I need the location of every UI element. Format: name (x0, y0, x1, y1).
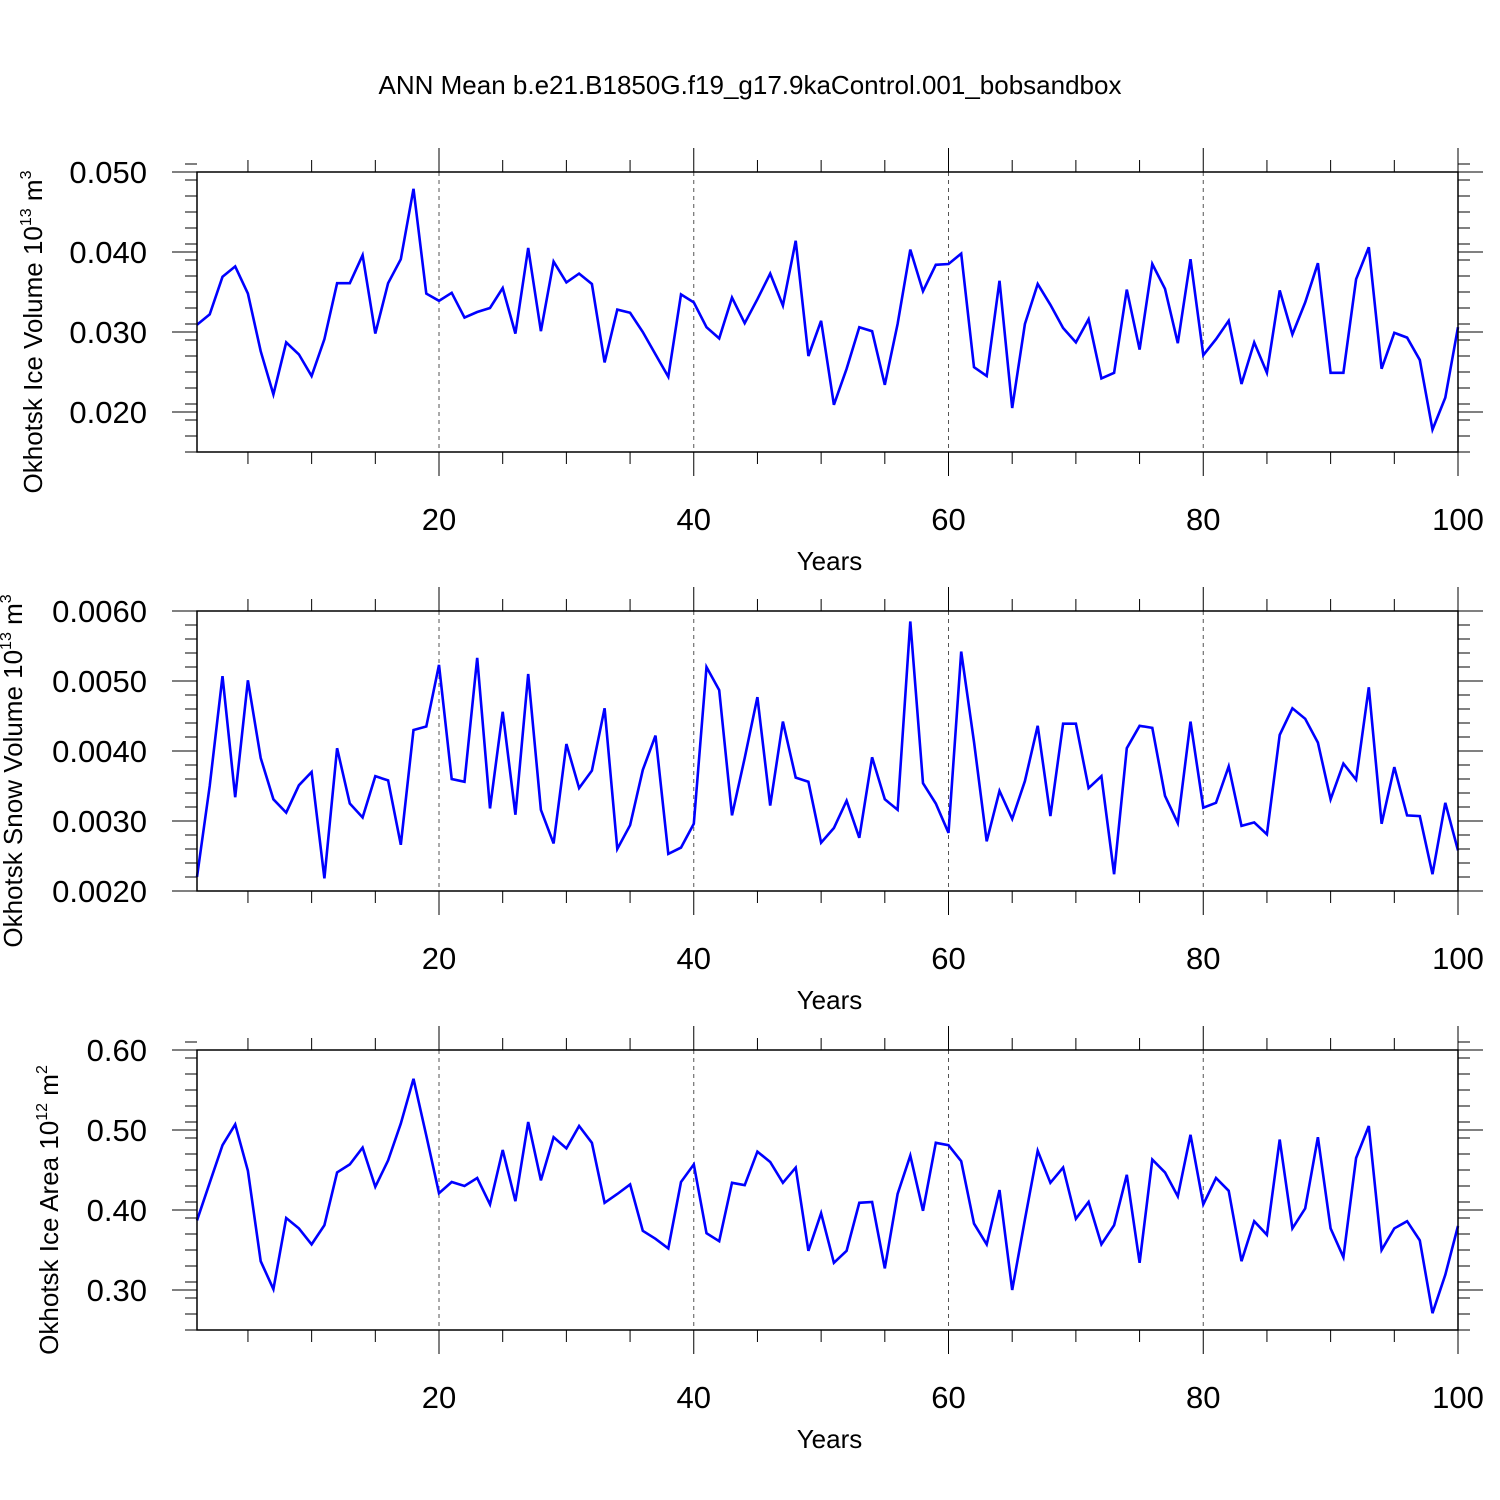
y-tick-label: 0.020 (69, 395, 147, 430)
x-tick-label: 20 (422, 1380, 456, 1415)
x-tick-label: 100 (1432, 502, 1484, 537)
y-tick-label: 0.0060 (52, 594, 147, 629)
y-tick-label: 0.030 (69, 315, 147, 350)
figure-title: ANN Mean b.e21.B1850G.f19_g17.9kaControl… (379, 70, 1122, 100)
panel-3: 20 40 60 80 100 Years 0.30 0.40 0.50 0.60 Okhotsk … (34, 1026, 1484, 1454)
y-tick-label: 0.40 (87, 1193, 147, 1228)
x-axis-label: Years (797, 985, 863, 1015)
x-tick-label: 80 (1186, 941, 1220, 976)
panels: 20 40 60 80 100 Years 0.020 0.030 0.040 0.050 Okho… (0, 148, 1484, 1454)
x-tick-label: 100 (1432, 1380, 1484, 1415)
x-tick-label: 100 (1432, 941, 1484, 976)
y-tick-label: 0.050 (69, 155, 147, 190)
x-tick-label: 20 (422, 941, 456, 976)
y-axis-label: Okhotsk Ice Area 1012 m2 (34, 1065, 64, 1355)
series-line (195, 621, 1460, 879)
x-axis-label: Years (797, 1424, 863, 1454)
x-axis-label: Years (797, 546, 863, 576)
y-tick-label: 0.60 (87, 1033, 147, 1068)
x-tick-label: 80 (1186, 1380, 1220, 1415)
x-tick-label: 20 (422, 502, 456, 537)
y-tick-label: 0.040 (69, 235, 147, 270)
y-tick-label: 0.0050 (52, 664, 147, 699)
y-tick-label: 0.30 (87, 1273, 147, 1308)
y-tick-label: 0.0020 (52, 874, 147, 909)
y-tick-label: 0.0030 (52, 804, 147, 839)
series-line (196, 188, 1460, 435)
panel-2: 20 40 60 80 100 Years 0.0020 0.0030 0.0040 0.0050… (0, 587, 1484, 1015)
y-tick-label: 0.0040 (52, 734, 147, 769)
y-axis-label: Okhotsk Ice Volume 1013 m3 (18, 170, 48, 493)
plot-frame (196, 171, 1459, 453)
y-axis-label: Okhotsk Snow Volume 1013 m3 (0, 594, 28, 947)
panel-1: 20 40 60 80 100 Years 0.020 0.030 0.040 0.050 Okho… (18, 148, 1484, 576)
x-tick-label: 80 (1186, 502, 1220, 537)
x-tick-label: 60 (931, 1380, 965, 1415)
x-tick-label: 40 (677, 941, 711, 976)
x-tick-label: 40 (677, 502, 711, 537)
x-tick-label: 40 (677, 1380, 711, 1415)
y-tick-label: 0.50 (87, 1113, 147, 1148)
series-line (195, 1078, 1460, 1314)
plot-frame (196, 1049, 1459, 1331)
x-tick-label: 60 (931, 941, 965, 976)
plot-frame (196, 610, 1459, 892)
x-tick-label: 60 (931, 502, 965, 537)
